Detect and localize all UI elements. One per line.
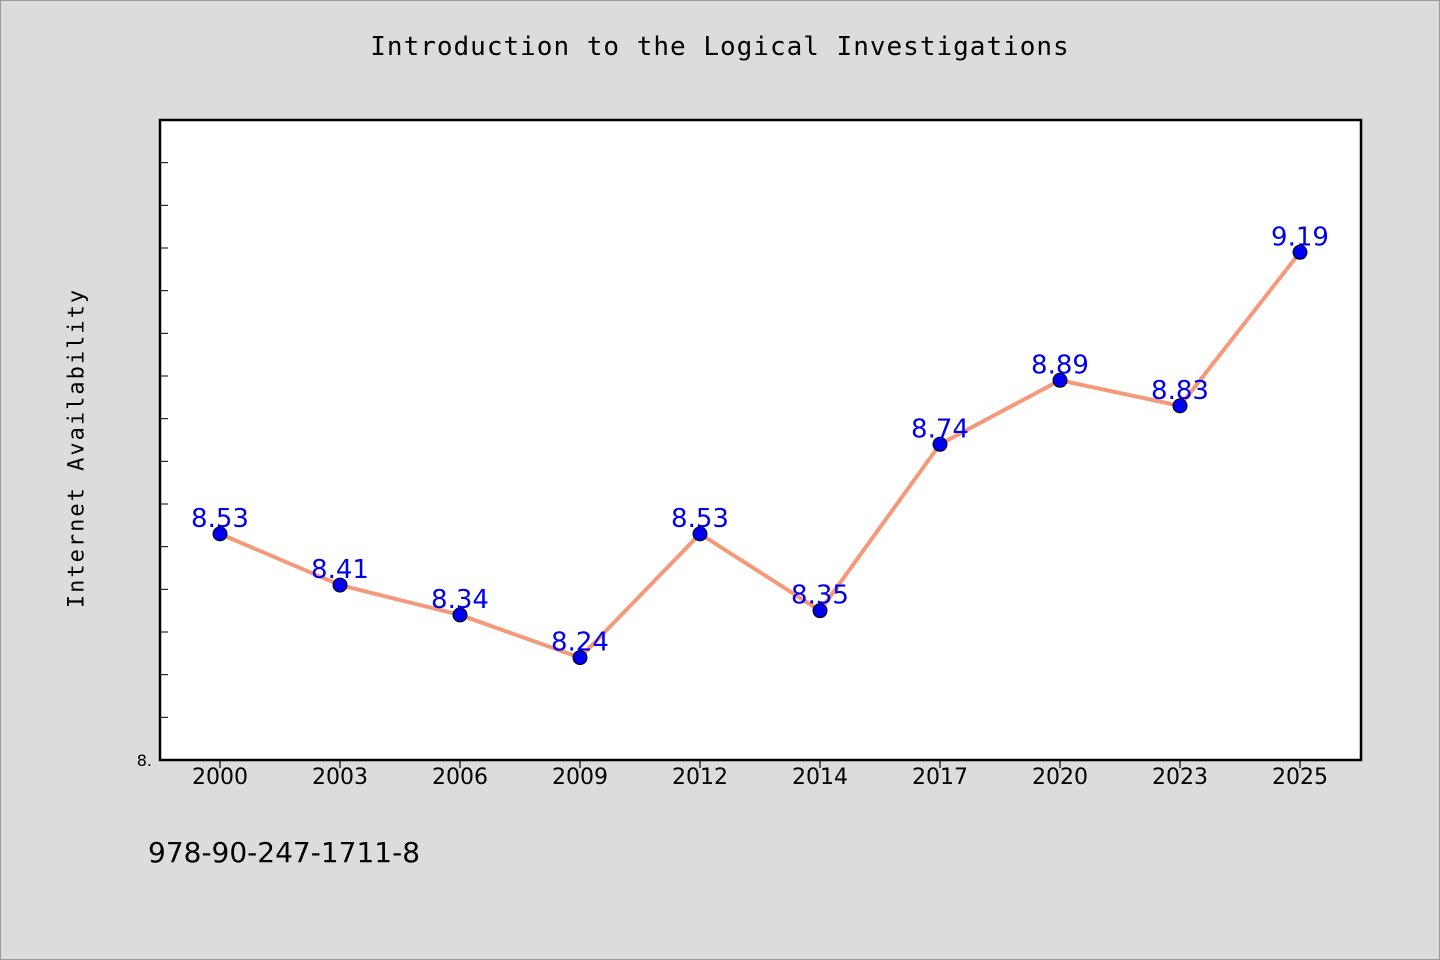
- data-point: [1052, 372, 1068, 388]
- data-point: [332, 577, 348, 593]
- data-label: 8.74: [911, 414, 969, 444]
- data-point: [452, 607, 468, 623]
- data-label: 8.41: [311, 555, 369, 585]
- x-tick-label: 2020: [1032, 765, 1088, 790]
- x-tick-label: 2003: [312, 765, 368, 790]
- data-label: 8.83: [1151, 376, 1209, 406]
- data-point: [212, 526, 228, 542]
- data-point: [572, 650, 588, 666]
- isbn-text: 978-90-247-1711-8: [148, 836, 421, 869]
- data-point: [1292, 244, 1308, 260]
- x-tick-label: 2014: [792, 765, 848, 790]
- chart-title: Introduction to the Logical Investigatio…: [370, 32, 1070, 62]
- data-label: 9.19: [1271, 222, 1329, 252]
- data-label: 8.89: [1031, 350, 1089, 380]
- data-point: [692, 526, 708, 542]
- data-point: [1172, 398, 1188, 414]
- x-tick-label: 2025: [1272, 765, 1328, 790]
- x-tick-label: 2000: [192, 765, 248, 790]
- plot-area: [158, 118, 1363, 762]
- data-point: [812, 603, 828, 619]
- data-label: 8.34: [431, 585, 489, 615]
- x-tick-label: 2009: [552, 765, 608, 790]
- data-label: 8.24: [551, 628, 609, 658]
- data-label: 8.53: [671, 504, 729, 534]
- x-tick-label: 2017: [912, 765, 968, 790]
- x-tick-label: 2012: [672, 765, 728, 790]
- x-tick-label: 2006: [432, 765, 488, 790]
- data-point: [932, 436, 948, 452]
- data-label: 8.53: [191, 504, 249, 534]
- x-tick-label: 2023: [1152, 765, 1208, 790]
- data-label: 8.35: [791, 581, 849, 611]
- series-line: [219, 251, 1302, 660]
- y-tick-label: 8.: [137, 751, 152, 770]
